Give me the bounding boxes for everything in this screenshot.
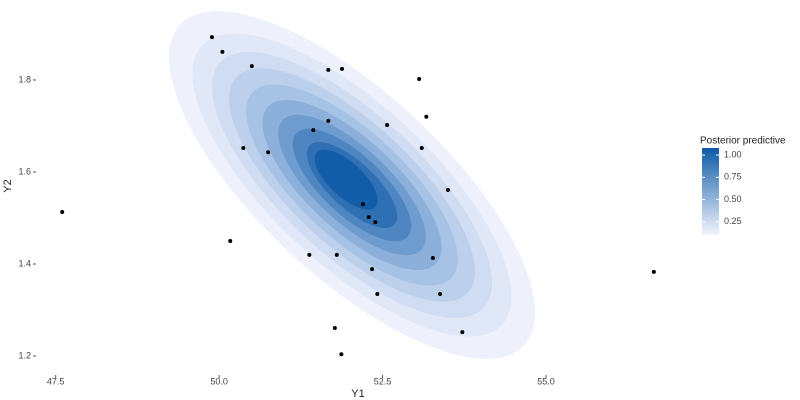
point	[419, 146, 424, 151]
point	[373, 220, 378, 225]
point	[249, 64, 254, 69]
color-bar-label: 0.25	[724, 216, 742, 226]
point	[60, 210, 65, 215]
point	[370, 267, 375, 272]
point	[334, 252, 339, 257]
point	[339, 352, 344, 357]
point	[241, 146, 246, 151]
y-tick-label: 1.2	[18, 350, 31, 360]
density-contours	[169, 11, 535, 359]
point	[332, 325, 337, 330]
x-axis-label: Y1	[351, 388, 364, 400]
point	[340, 66, 345, 71]
legend-title: Posterior predictive	[700, 136, 786, 147]
point	[326, 118, 331, 123]
color-bar	[702, 148, 719, 235]
y-axis-label: Y2	[2, 179, 14, 192]
x-tick-label: 50.0	[210, 376, 228, 386]
point	[375, 291, 380, 296]
y-tick-label: 1.6	[18, 166, 31, 176]
y-tick-label: 1.8	[18, 74, 31, 84]
point	[307, 252, 312, 257]
point	[360, 202, 365, 207]
point	[424, 114, 429, 119]
x-tick-label: 52.5	[374, 376, 392, 386]
point	[366, 215, 371, 220]
point	[430, 256, 435, 261]
point	[311, 128, 316, 133]
y-tick-label: 1.4	[18, 258, 31, 268]
point	[326, 67, 331, 72]
color-bar-label: 0.75	[724, 172, 742, 182]
color-bar-label: 1.00	[724, 149, 742, 159]
color-bar-label: 0.50	[724, 194, 742, 204]
point	[417, 77, 422, 82]
point	[445, 187, 450, 192]
point	[438, 291, 443, 296]
x-tick-label: 55.0	[537, 376, 555, 386]
point	[460, 330, 465, 335]
point	[651, 269, 656, 274]
point	[220, 49, 225, 54]
point	[385, 123, 390, 128]
x-tick-label: 47.5	[47, 376, 65, 386]
point	[228, 239, 233, 244]
point	[266, 150, 271, 155]
point	[209, 35, 214, 40]
